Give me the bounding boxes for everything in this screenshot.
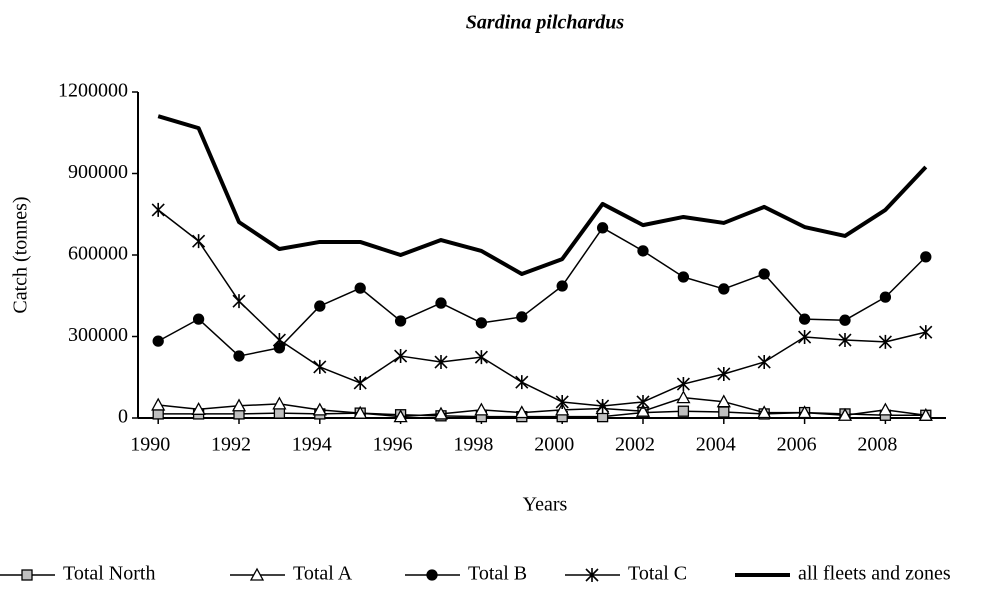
legend-marker <box>249 567 265 581</box>
y-axis-label: Catch (tonnes) <box>10 196 32 313</box>
data-point <box>312 402 327 416</box>
data-point <box>716 394 731 408</box>
data-point <box>878 402 893 416</box>
data-point <box>757 355 771 370</box>
legend-marker <box>585 568 599 582</box>
data-point <box>353 405 368 419</box>
data-point <box>919 325 933 340</box>
data-point <box>393 409 408 423</box>
data-point <box>151 397 166 411</box>
series-line <box>158 396 926 418</box>
legend-marker <box>21 569 33 581</box>
x-tick-label: 2004 <box>696 434 736 456</box>
data-point <box>918 407 933 421</box>
data-point <box>797 405 812 419</box>
x-axis-label: Years <box>523 494 568 516</box>
data-point <box>394 349 408 364</box>
data-point <box>435 297 447 309</box>
x-tick-label: 2002 <box>615 434 655 456</box>
y-tick-label: 0 <box>118 406 128 428</box>
series-line <box>157 209 926 407</box>
data-point <box>878 334 892 349</box>
data-point <box>555 402 570 416</box>
legend-label: all fleets and zones <box>798 563 951 585</box>
legend-marker <box>426 569 438 581</box>
data-point <box>677 405 690 417</box>
x-tick-label: 2006 <box>777 434 817 456</box>
data-point <box>354 282 366 294</box>
data-point <box>191 401 206 415</box>
data-point <box>394 315 407 327</box>
legend-label: Total North <box>63 563 155 585</box>
data-point <box>434 355 448 370</box>
data-point <box>920 251 932 263</box>
chart-title: Sardina pilchardus <box>466 12 625 34</box>
data-point <box>353 375 367 390</box>
data-point <box>676 377 690 392</box>
data-point <box>474 350 488 365</box>
legend-label: Total A <box>293 563 353 585</box>
data-point <box>596 399 610 414</box>
data-point <box>152 335 164 347</box>
data-point <box>758 268 770 280</box>
data-point <box>757 405 772 419</box>
data-point <box>192 313 205 325</box>
data-point <box>839 314 851 326</box>
x-tick-label: 1992 <box>211 434 251 456</box>
y-tick-label: 300000 <box>68 324 128 346</box>
series-line <box>157 114 928 277</box>
data-point <box>556 280 568 292</box>
series-line <box>158 410 926 418</box>
legend-label: Total B <box>468 563 527 585</box>
data-point <box>475 317 488 329</box>
data-point <box>313 359 327 374</box>
data-point <box>555 394 569 409</box>
y-tick-label: 900000 <box>68 161 128 183</box>
data-point <box>515 375 529 390</box>
series-line <box>157 227 927 357</box>
x-tick-label: 1994 <box>292 434 332 456</box>
data-point <box>635 403 651 417</box>
data-point <box>433 406 449 420</box>
x-tick-label: 2000 <box>534 434 574 456</box>
data-point <box>151 202 165 217</box>
data-point <box>272 396 287 410</box>
data-point <box>516 311 528 323</box>
data-point <box>231 398 247 412</box>
data-point <box>272 333 286 348</box>
data-point <box>798 313 811 325</box>
data-point <box>837 407 853 421</box>
data-point <box>474 402 489 416</box>
x-tick-label: 1996 <box>373 434 413 456</box>
data-point <box>314 300 326 312</box>
data-point <box>718 283 730 295</box>
data-point <box>636 394 650 409</box>
y-tick-label: 600000 <box>68 243 128 265</box>
legend-label: Total C <box>628 563 687 585</box>
data-point <box>717 366 731 381</box>
data-point <box>718 406 730 418</box>
data-point <box>676 390 691 404</box>
data-point <box>596 222 609 234</box>
data-point <box>192 234 206 249</box>
x-tick-label: 1998 <box>453 434 493 456</box>
data-point <box>798 330 812 345</box>
data-point <box>677 271 690 283</box>
data-point <box>514 405 529 419</box>
x-tick-label: 1990 <box>130 434 170 456</box>
data-point <box>838 333 852 348</box>
y-tick-label: 1200000 <box>58 80 128 102</box>
x-tick-label: 2008 <box>857 434 897 456</box>
data-point <box>637 245 649 257</box>
data-point <box>273 407 286 419</box>
data-point <box>232 294 246 309</box>
data-point <box>879 291 892 303</box>
data-point <box>233 350 245 362</box>
